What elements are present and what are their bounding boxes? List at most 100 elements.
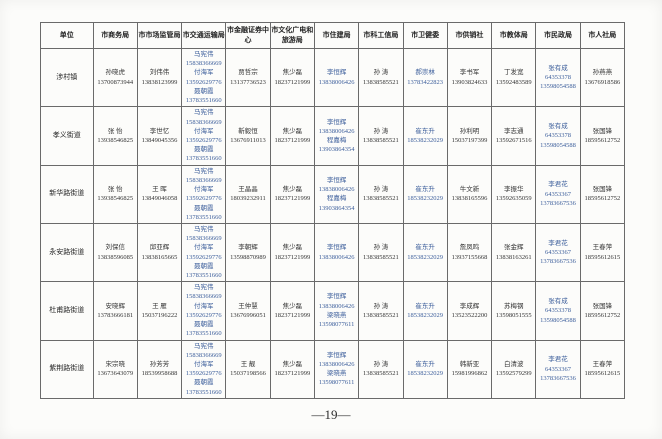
- column-header: 市人社局: [579, 22, 626, 49]
- contact-cell: 邱亚辉 13838165665: [136, 222, 183, 283]
- contact-cell: 马宪伟 15838366669 付海军 13592629776 聂朝霞 1378…: [181, 47, 227, 108]
- page-number: —19—: [311, 407, 351, 422]
- column-header: 市市场监管局: [136, 22, 183, 49]
- contact-cell: 孙晓虎 13700873944: [92, 47, 138, 108]
- contact-cell: 孙燕燕 13676918586: [579, 47, 626, 108]
- column-header: 市供销社: [446, 22, 493, 49]
- table-row: 涉村镇 孙晓虎 13700873944 刘伟伟 13838123999 马宪伟 158…: [40, 47, 626, 108]
- contact-cell: 马宪伟 15838366669 付海军 13592629776 聂朝霞 1378…: [181, 281, 227, 341]
- contact-cell: 王春萍 18595612615: [579, 339, 626, 399]
- contact-cell: 张 怡 13938546825: [92, 164, 138, 224]
- column-header: 市民政局: [535, 22, 581, 49]
- contact-cell: 马宪伟 15838366669 付海军 13592629776 聂朝霞 1378…: [181, 339, 227, 399]
- contact-cell: 张国锋 18595612752: [579, 281, 626, 341]
- contact-cell: 李君花 64353367 13783667536: [535, 339, 581, 399]
- contact-cell: 丁发宽 13592483589: [491, 47, 537, 108]
- contact-cell: 李恒辉 13838006426 梁晓燕 13598077611: [313, 281, 360, 341]
- contact-cell: 李恒辉 13838006426: [313, 47, 360, 108]
- contact-cell: 李君花 64353367 13783667536: [535, 222, 581, 283]
- contact-cell: 李恒辉 13838006426 程嘉梅 13903864354: [313, 106, 360, 166]
- column-header: 市交通运输局: [181, 22, 227, 49]
- contact-cell: 李朝辉 13598870989: [225, 222, 271, 283]
- table-row: 新华路街道张 怡 13938546825 王 晖 13849046058 马宪伟 1…: [40, 164, 626, 224]
- contact-cell: 李振华 13592635059: [491, 164, 537, 224]
- contact-cell: 李恒辉 13838006426 程嘉梅 13903864354: [313, 164, 360, 224]
- contact-cell: 牛文新 13838165596: [446, 164, 493, 224]
- contact-cell: 张金辉 13838163261: [491, 222, 537, 283]
- contact-cell: 焦少磊 18237121999: [269, 106, 315, 166]
- contact-cell: 白清波 13592579299: [491, 339, 537, 399]
- table-row: 杜甫路街道 安晓辉 13783666181 王 雁 15037196222 马宪伟 1…: [40, 281, 626, 341]
- contact-cell: 焦少磊 18237121999: [269, 47, 315, 108]
- contact-cell: 安晓辉 13783666181: [92, 281, 138, 341]
- unit-cell: 杜甫路街道: [40, 281, 94, 341]
- column-header: 单位: [40, 22, 94, 49]
- contact-cell: 焦少磊 18237121999: [269, 281, 315, 341]
- unit-cell: 涉村镇: [40, 47, 94, 108]
- table-row: 永安路街道 刘保信 13838596085 邱亚辉 13838165665 马宪伟 1…: [40, 222, 626, 283]
- contact-cell: 王仲慧 13676996051: [225, 281, 271, 341]
- contact-cell: 詹凤鸣 13937155668: [446, 222, 493, 283]
- table-row: 孝义街道张 怡 13938546825 李世忆 13849045356 马宪伟 15…: [40, 106, 626, 166]
- table-body: 涉村镇 孙晓虎 13700873944 刘伟伟 13838123999 马宪伟 158…: [40, 47, 626, 399]
- contact-cell: 张有成 64353378 13598054588: [535, 47, 581, 108]
- contact-cell: 崔东升 18538232029: [402, 222, 448, 283]
- contacts-table: 单位 市商务局 市市场监管局 市交通运输局 市金融证券中心 市文化广电和旅游局 市住建局 市科…: [40, 22, 626, 399]
- contact-cell: 宋宗晓 13673643079: [92, 339, 138, 399]
- unit-cell: 永安路街道: [40, 222, 94, 283]
- column-header: 市住建局: [313, 22, 360, 49]
- unit-cell: 紫荆路街道: [40, 339, 94, 399]
- contact-cell: 王 雁 15037196222: [136, 281, 183, 341]
- contact-cell: 张国锋 18595612752: [579, 164, 626, 224]
- contact-cell: 王晶晶 18039232911: [225, 164, 271, 224]
- column-header: 市金融证券中心: [225, 22, 271, 49]
- contact-cell: 焦少磊 18237121999: [269, 164, 315, 224]
- contact-cell: 刘伟伟 13838123999: [136, 47, 183, 108]
- contact-cell: 王 晖 13849046058: [136, 164, 183, 224]
- contact-cell: 焦少磊 18237121999: [269, 222, 315, 283]
- contact-cell: 张 怡 13938546825: [92, 106, 138, 166]
- column-header: 市卫健委: [402, 22, 448, 49]
- contact-cell: 孙 涛 13838585521: [358, 339, 404, 399]
- contact-cell: 张有成 64353378 13598054588: [535, 281, 581, 341]
- contact-cell: 马宪伟 15838366669 付海军 13592629776 聂朝霞 1378…: [181, 222, 227, 283]
- column-header: 市商务局: [92, 22, 138, 49]
- contact-cell: 孙 涛 13838585521: [358, 106, 404, 166]
- contact-cell: 李书军 13903824633: [446, 47, 493, 108]
- contact-cell: 马宪伟 15838366669 付海军 13592629776 聂朝霞 1378…: [181, 106, 227, 166]
- column-header: 市教体局: [491, 22, 537, 49]
- contact-cell: 孙 涛 13838585521: [358, 164, 404, 224]
- contact-cell: 焦少磊 18237121999: [269, 339, 315, 399]
- column-header: 市文化广电和旅游局: [269, 22, 315, 49]
- unit-cell: 孝义街道: [40, 106, 94, 166]
- contact-cell: 张有成 64353378 13598054588: [535, 106, 581, 166]
- contact-cell: 郝崇林 13783422823: [402, 47, 448, 108]
- contact-cell: 靳毅恒 13676911013: [225, 106, 271, 166]
- contact-cell: 刘保信 13838596085: [92, 222, 138, 283]
- contact-cell: 李恒辉 13838006426 梁晓燕 13598077611: [313, 339, 360, 399]
- contact-cell: 孙芳芳 18539958688: [136, 339, 183, 399]
- contact-cell: 崔东升 18538232029: [402, 281, 448, 341]
- contact-cell: 苏梅钢 13598051555: [491, 281, 537, 341]
- contact-cell: 李成辉 13523522200: [446, 281, 493, 341]
- contact-cell: 李世忆 13849045356: [136, 106, 183, 166]
- contact-cell: 马宪伟 15838366669 付海军 13592629776 聂朝霞 1378…: [181, 164, 227, 224]
- table-header-row: 单位 市商务局 市市场监管局 市交通运输局 市金融证券中心 市文化广电和旅游局 市住建局 市科…: [40, 22, 626, 49]
- unit-cell: 新华路街道: [40, 164, 94, 224]
- contact-cell: 韩新亚 15981996862: [446, 339, 493, 399]
- contact-cell: 崔东升 18538232029: [402, 164, 448, 224]
- contact-cell: 贾哲宗 13137736523: [225, 47, 271, 108]
- contact-cell: 崔东升 18538232029: [402, 339, 448, 399]
- table-row: 紫荆路街道 宋宗晓 13673643079 孙芳芳 18539958688 马宪伟 1…: [40, 339, 626, 399]
- column-header: 市科工信局: [358, 22, 404, 49]
- contact-cell: 王春萍 18595612615: [579, 222, 626, 283]
- contact-cell: 孙 涛 13838585521: [358, 47, 404, 108]
- contact-cell: 李恒辉 13838006426: [313, 222, 360, 283]
- contact-cell: 孙 涛 13838585521: [358, 222, 404, 283]
- contact-cell: 李君花 64353367 13783667536: [535, 164, 581, 224]
- contact-cell: 张国锋 18595612752: [579, 106, 626, 166]
- contact-cell: 李志通 13592671516: [491, 106, 537, 166]
- contact-cell: 崔东升 18538232029: [402, 106, 448, 166]
- contact-cell: 孙 涛 13838585521: [358, 281, 404, 341]
